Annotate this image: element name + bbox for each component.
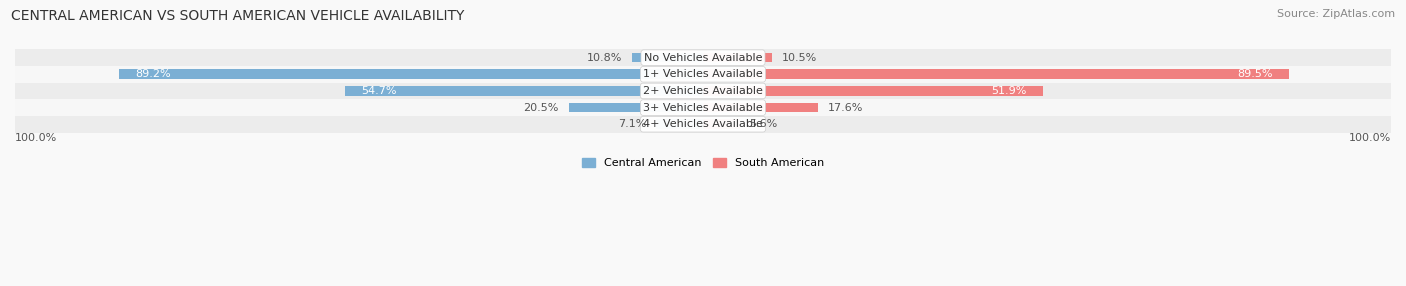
Bar xyxy=(703,69,1289,79)
Text: 3+ Vehicles Available: 3+ Vehicles Available xyxy=(643,103,763,113)
Text: 17.6%: 17.6% xyxy=(828,103,863,113)
Text: 4+ Vehicles Available: 4+ Vehicles Available xyxy=(643,119,763,129)
Bar xyxy=(568,103,703,112)
Text: 7.1%: 7.1% xyxy=(619,119,647,129)
Bar xyxy=(0,66,1406,83)
Bar xyxy=(657,119,703,129)
Text: 5.6%: 5.6% xyxy=(749,119,778,129)
Legend: Central American, South American: Central American, South American xyxy=(578,154,828,173)
Bar xyxy=(0,99,1406,116)
Text: 2+ Vehicles Available: 2+ Vehicles Available xyxy=(643,86,763,96)
Bar xyxy=(0,116,1406,132)
Bar xyxy=(703,103,818,112)
Bar xyxy=(0,49,1406,66)
Text: 100.0%: 100.0% xyxy=(1348,132,1391,142)
Text: 10.8%: 10.8% xyxy=(588,53,623,63)
Text: No Vehicles Available: No Vehicles Available xyxy=(644,53,762,63)
Text: CENTRAL AMERICAN VS SOUTH AMERICAN VEHICLE AVAILABILITY: CENTRAL AMERICAN VS SOUTH AMERICAN VEHIC… xyxy=(11,9,464,23)
Bar xyxy=(633,53,703,62)
Bar xyxy=(0,83,1406,99)
Text: 1+ Vehicles Available: 1+ Vehicles Available xyxy=(643,69,763,79)
Text: 89.2%: 89.2% xyxy=(135,69,170,79)
Bar xyxy=(703,119,740,129)
Bar xyxy=(118,69,703,79)
Text: 51.9%: 51.9% xyxy=(991,86,1026,96)
Text: 54.7%: 54.7% xyxy=(361,86,396,96)
Bar xyxy=(703,86,1043,96)
Bar xyxy=(344,86,703,96)
Text: 100.0%: 100.0% xyxy=(15,132,58,142)
Text: 89.5%: 89.5% xyxy=(1237,69,1272,79)
Bar xyxy=(703,53,772,62)
Text: Source: ZipAtlas.com: Source: ZipAtlas.com xyxy=(1277,9,1395,19)
Text: 20.5%: 20.5% xyxy=(523,103,558,113)
Text: 10.5%: 10.5% xyxy=(782,53,817,63)
